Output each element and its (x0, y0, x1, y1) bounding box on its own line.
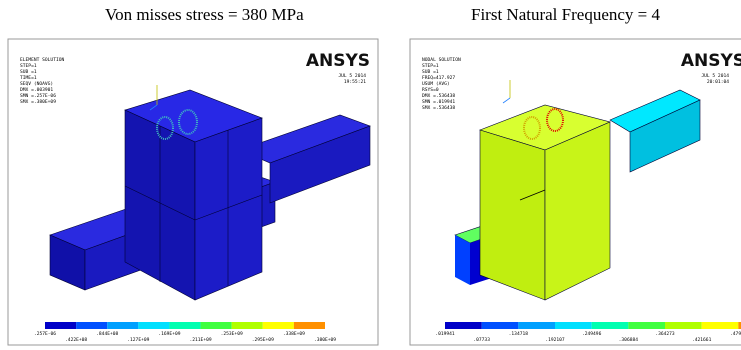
legend-label: .169E+09 (158, 331, 180, 337)
time: 19:55:21 (344, 79, 366, 85)
info-line: SEQV (NOAVG) (20, 81, 53, 87)
legend-label: .306884 (619, 337, 639, 343)
legend-swatch (138, 322, 170, 329)
info-line: FREQ=417.927 (422, 75, 455, 81)
date: JUL 5 2014 (701, 73, 729, 79)
legend-label: .134718 (509, 331, 529, 337)
legend-label: .844E+08 (96, 331, 118, 337)
info-line: STEP=1 (20, 63, 37, 69)
legend-label: .364273 (655, 331, 675, 337)
info-line: TIME=1 (20, 75, 37, 81)
legend-label: .211E+09 (189, 337, 211, 343)
legend-swatch (262, 322, 294, 329)
legend-swatch (231, 322, 263, 329)
legend-swatch (628, 322, 665, 329)
legend-swatch (169, 322, 201, 329)
legend-swatch (665, 322, 702, 329)
legend-label: .380E+09 (314, 337, 336, 343)
info-line: DMX =.536438 (422, 93, 455, 99)
model-left (49, 85, 371, 301)
legend-label: .192107 (545, 337, 565, 343)
caption: First Natural Frequency = 4 (471, 5, 660, 24)
logo: ANSYS (681, 51, 741, 71)
info-line: STEP=1 (422, 63, 439, 69)
legend-swatch (45, 322, 77, 329)
caption: Von misses stress = 380 MPa (105, 5, 304, 24)
legend-swatch (200, 322, 232, 329)
info-line: SMN =.019941 (422, 99, 455, 105)
legend-swatch (738, 322, 741, 329)
legend-swatch (107, 322, 139, 329)
model-right (454, 80, 701, 301)
info-line: SMX =.380E+09 (20, 99, 56, 105)
legend-label: .127E+09 (127, 337, 149, 343)
legend-label: .422E+08 (65, 337, 87, 343)
legend-swatch (445, 322, 482, 329)
legend-label: .338E+09 (283, 331, 305, 337)
legend-label: .019941 (435, 331, 455, 337)
legend-label: .249496 (582, 331, 602, 337)
legend-swatch (518, 322, 555, 329)
legend-swatch (555, 322, 592, 329)
info-line: SMX =.536438 (422, 105, 455, 111)
logo: ANSYS (306, 51, 370, 71)
info-line: DMX =.003901 (20, 87, 53, 93)
legend-label: .07733 (473, 337, 490, 343)
legend-swatch (293, 322, 325, 329)
legend-swatch (591, 322, 629, 329)
info-line: SUB =1 (20, 69, 37, 75)
legend-label: .47905 (730, 331, 741, 337)
info-line: ELEMENT SOLUTION (20, 57, 64, 63)
legend-label: .257E-06 (34, 331, 56, 337)
legend-label: .253E+09 (221, 331, 243, 337)
legend-swatch (701, 322, 739, 329)
legend-label: .295E+09 (252, 337, 274, 343)
info-line: USUM (AVG) (422, 81, 450, 87)
info-line: RSYS=0 (422, 87, 439, 93)
legend-swatch (76, 322, 108, 329)
info-line: NODAL SOLUTION (422, 57, 461, 63)
time: 20:01:04 (707, 79, 729, 85)
info-line: SUB =1 (422, 69, 439, 75)
legend-label: .421661 (692, 337, 712, 343)
info-line: SMN =.257E-06 (20, 93, 56, 99)
legend-swatch (481, 322, 519, 329)
date: JUL 5 2014 (338, 73, 366, 79)
